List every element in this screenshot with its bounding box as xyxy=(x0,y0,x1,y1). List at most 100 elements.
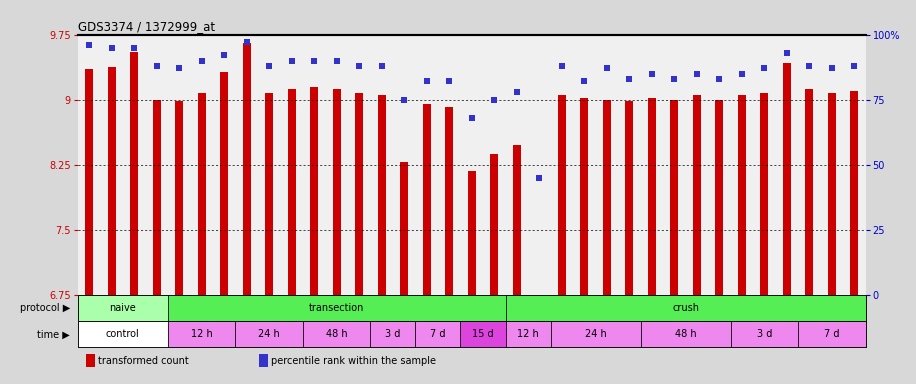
Point xyxy=(420,78,434,84)
Point xyxy=(217,52,232,58)
Bar xyxy=(850,91,858,295)
Text: 12 h: 12 h xyxy=(191,329,213,339)
Bar xyxy=(243,43,251,295)
Point xyxy=(645,71,660,77)
Bar xyxy=(168,295,506,321)
Point xyxy=(149,63,164,69)
Point xyxy=(104,45,119,51)
Bar xyxy=(490,154,498,295)
Point xyxy=(397,97,411,103)
Bar xyxy=(130,52,138,295)
Text: 3 d: 3 d xyxy=(386,329,400,339)
Point xyxy=(307,58,322,64)
Bar xyxy=(671,100,678,295)
Bar xyxy=(760,93,769,295)
Point xyxy=(532,175,547,181)
Point xyxy=(824,65,839,71)
Point xyxy=(352,63,366,69)
Bar xyxy=(581,98,588,295)
Bar xyxy=(85,70,93,295)
Bar xyxy=(259,354,268,367)
Point xyxy=(554,63,569,69)
Bar xyxy=(198,93,205,295)
Bar xyxy=(513,145,520,295)
Text: transection: transection xyxy=(309,303,365,313)
Point xyxy=(172,65,187,71)
Bar xyxy=(400,162,409,295)
Bar xyxy=(168,321,235,348)
Bar xyxy=(175,101,183,295)
Point xyxy=(667,76,682,82)
Bar xyxy=(445,107,453,295)
Text: 12 h: 12 h xyxy=(518,329,539,339)
Point xyxy=(194,58,209,64)
Bar xyxy=(535,295,543,298)
Bar xyxy=(783,63,791,295)
Text: protocol ▶: protocol ▶ xyxy=(20,303,70,313)
Bar xyxy=(648,98,656,295)
Point xyxy=(126,45,141,51)
Text: 15 d: 15 d xyxy=(472,329,494,339)
Point xyxy=(464,115,479,121)
Bar xyxy=(558,95,566,295)
Text: 24 h: 24 h xyxy=(584,329,606,339)
Text: GDS3374 / 1372999_at: GDS3374 / 1372999_at xyxy=(78,20,215,33)
Bar xyxy=(370,321,416,348)
Bar xyxy=(78,321,168,348)
Text: percentile rank within the sample: percentile rank within the sample xyxy=(271,356,436,366)
Bar xyxy=(738,95,746,295)
Text: transformed count: transformed count xyxy=(97,356,189,366)
Bar xyxy=(86,354,95,367)
Bar xyxy=(108,67,115,295)
Point xyxy=(284,58,299,64)
Bar xyxy=(506,295,866,321)
Bar xyxy=(468,171,475,295)
Point xyxy=(577,78,592,84)
Bar xyxy=(603,100,611,295)
Point xyxy=(487,97,502,103)
Point xyxy=(442,78,456,84)
Point xyxy=(239,39,254,45)
Bar xyxy=(551,321,640,348)
Point xyxy=(262,63,277,69)
Bar xyxy=(235,321,303,348)
Text: control: control xyxy=(106,329,140,339)
Point xyxy=(847,63,862,69)
Bar xyxy=(423,104,431,295)
Point xyxy=(780,50,794,56)
Point xyxy=(509,89,524,95)
Text: 7 d: 7 d xyxy=(431,329,446,339)
Bar xyxy=(416,321,461,348)
Point xyxy=(735,71,749,77)
Bar xyxy=(828,93,835,295)
Bar xyxy=(715,100,724,295)
Point xyxy=(802,63,817,69)
Bar xyxy=(626,101,633,295)
Bar xyxy=(731,321,798,348)
Text: crush: crush xyxy=(672,303,699,313)
Bar xyxy=(461,321,506,348)
Point xyxy=(599,65,614,71)
Bar xyxy=(506,321,551,348)
Bar xyxy=(266,93,273,295)
Text: naive: naive xyxy=(110,303,136,313)
Text: 48 h: 48 h xyxy=(675,329,696,339)
Bar xyxy=(333,89,341,295)
Bar xyxy=(640,321,731,348)
Text: 24 h: 24 h xyxy=(258,329,280,339)
Point xyxy=(375,63,389,69)
Text: 48 h: 48 h xyxy=(326,329,347,339)
Point xyxy=(757,65,771,71)
Bar xyxy=(355,93,363,295)
Bar xyxy=(798,321,866,348)
Point xyxy=(712,76,726,82)
Point xyxy=(622,76,637,82)
Point xyxy=(82,42,96,48)
Bar xyxy=(692,95,701,295)
Bar xyxy=(311,87,318,295)
Bar xyxy=(153,100,160,295)
Text: 3 d: 3 d xyxy=(757,329,772,339)
Point xyxy=(330,58,344,64)
Bar xyxy=(805,89,813,295)
Bar xyxy=(220,72,228,295)
